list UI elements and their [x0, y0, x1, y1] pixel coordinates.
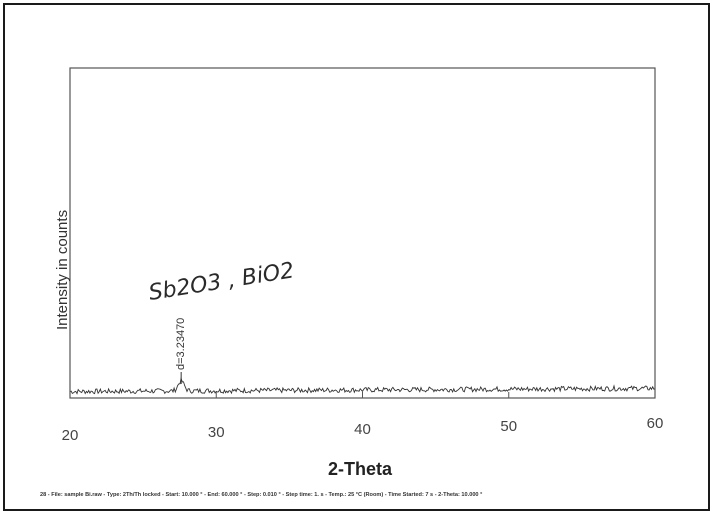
x-tick-label: 50: [500, 418, 517, 435]
plot-area: [69, 67, 656, 399]
x-tick-label: 30: [208, 424, 225, 441]
scan-parameters: 28 - File: sample Bi.raw - Type: 2Th/Th …: [40, 492, 482, 498]
peak-markers: d=3.23470: [175, 318, 187, 384]
x-tick-label: 40: [354, 421, 371, 438]
y-axis-label: Intensity in counts: [54, 210, 71, 330]
x-axis-ticks: 20 30 40 50 60: [62, 392, 664, 444]
peak-d-spacing-label: d=3.23470: [175, 318, 187, 370]
x-tick-label: 60: [647, 415, 664, 432]
handwritten-annotation: Sb2O3 , BiO2: [147, 258, 296, 306]
x-axis-label: 2-Theta: [328, 459, 393, 479]
chart-frame: [3, 3, 710, 511]
diffraction-trace: [69, 376, 656, 395]
x-tick-label: 20: [62, 427, 79, 444]
